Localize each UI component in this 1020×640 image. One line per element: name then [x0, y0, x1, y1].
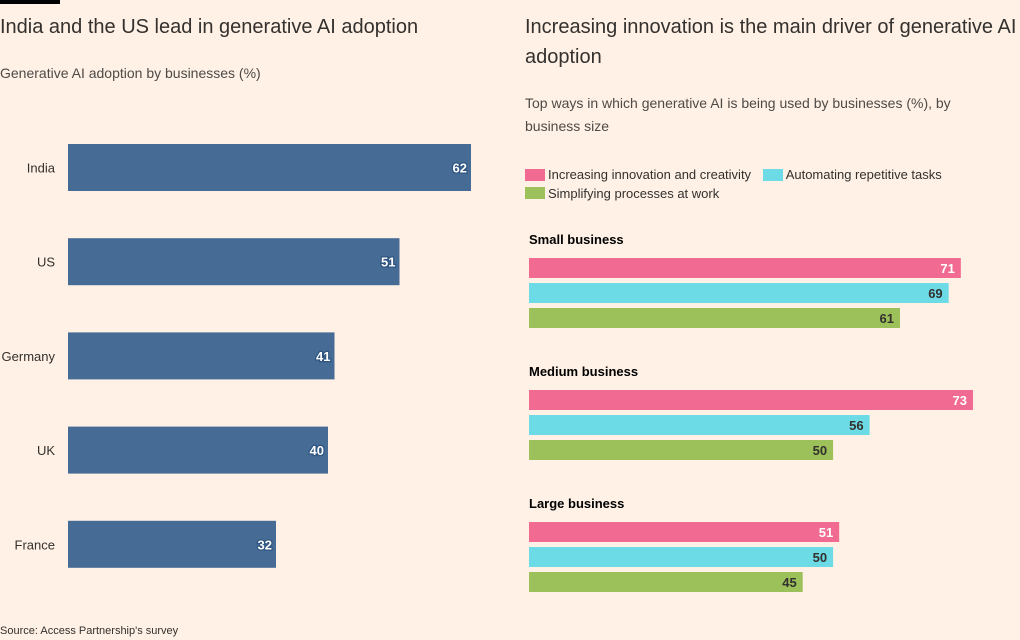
category-label: US — [37, 255, 55, 270]
chart-legend: Increasing innovation and creativity Aut… — [525, 166, 1005, 203]
bar-us — [68, 238, 400, 286]
legend-swatch-innovation — [525, 168, 545, 181]
data-label: 62 — [453, 161, 467, 176]
data-label: 73 — [953, 393, 967, 408]
data-label: 56 — [849, 418, 863, 433]
bar — [529, 547, 834, 567]
legend-label: Automating repetitive tasks — [785, 167, 942, 182]
data-label: 41 — [316, 349, 330, 364]
bar — [529, 390, 973, 410]
bar-france — [68, 520, 276, 568]
group-label: Large business — [529, 496, 624, 511]
right-chart-subtitle: Top ways in which generative AI is being… — [525, 95, 951, 134]
data-label: 61 — [880, 311, 894, 326]
category-label: Germany — [2, 349, 56, 364]
category-label: India — [27, 161, 56, 176]
legend-label: Increasing innovation and creativity — [548, 167, 752, 182]
brand-top-bar — [0, 0, 60, 4]
bar — [529, 283, 949, 303]
bar-germany — [68, 332, 335, 380]
bar-india — [68, 144, 471, 191]
data-label: 32 — [258, 537, 272, 552]
data-label: 69 — [928, 286, 942, 301]
legend-swatch-automating — [762, 168, 783, 181]
bar-uk — [68, 426, 328, 474]
legend-item-automating: Automating repetitive tasks — [762, 166, 942, 183]
bar — [529, 415, 870, 435]
left-bar-chart: India 62 US 51 Germany 41 UK 40 France 32 — [2, 144, 471, 568]
data-label: 51 — [381, 255, 395, 270]
legend-label: Simplifying processes at work — [548, 185, 720, 201]
legend-swatch-simplifying — [525, 187, 545, 199]
bar — [529, 308, 901, 328]
right-chart-title: Increasing innovation is the main driver… — [525, 16, 1017, 68]
data-label: 71 — [940, 261, 954, 276]
data-label: 50 — [813, 443, 827, 458]
legend-item-simplifying: Simplifying processes at work — [525, 185, 719, 202]
left-chart-title: India and the US lead in generative AI a… — [0, 16, 419, 38]
legend-item-innovation: Increasing innovation and creativity — [525, 166, 751, 183]
source-note: Source: Access Partnership's survey — [0, 625, 179, 637]
data-label: 40 — [310, 443, 324, 458]
bar — [529, 440, 834, 460]
category-label: UK — [37, 443, 55, 458]
left-chart-subtitle: Generative AI adoption by businesses (%) — [0, 65, 261, 81]
data-label: 51 — [819, 525, 833, 540]
bar — [529, 522, 840, 542]
category-label: France — [15, 537, 55, 552]
bar — [529, 258, 961, 278]
data-label: 45 — [782, 575, 796, 590]
data-label: 50 — [813, 550, 827, 565]
right-grouped-bar-chart: Small business 71 69 61 Medium business 73 56 5… — [529, 232, 973, 592]
group-label: Medium business — [529, 364, 638, 379]
group-label: Small business — [529, 232, 624, 247]
bar — [529, 572, 803, 592]
